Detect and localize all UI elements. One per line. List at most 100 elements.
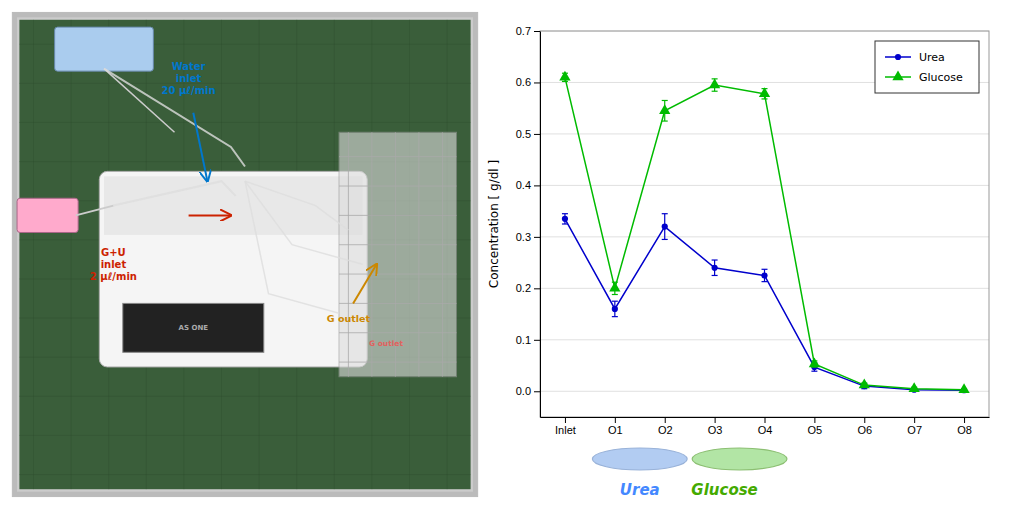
needle — [104, 69, 175, 133]
data-point — [958, 383, 969, 393]
x-tick: O5 — [808, 417, 823, 436]
x-tick: O2 — [658, 417, 673, 436]
y-tick-label: 0.5 — [516, 128, 531, 140]
error-bar-line — [712, 275, 718, 276]
x-tick-label: O6 — [857, 424, 872, 436]
marks — [559, 71, 969, 394]
legend-swatch-marker — [892, 70, 903, 80]
annotation: G outlet — [369, 338, 404, 347]
x-tick-label: O1 — [608, 424, 623, 436]
photo-frame — [12, 12, 477, 496]
y-tick-label: 0.0 — [516, 385, 531, 397]
x-tick-mark — [914, 417, 915, 423]
x-tick-label: O8 — [957, 424, 972, 436]
photo-inner-frame — [17, 17, 473, 491]
y-tick-label: 0.7 — [516, 25, 531, 37]
tubing — [104, 69, 245, 167]
x-tick: O7 — [907, 417, 922, 436]
annotation-arrow — [193, 113, 207, 181]
error-bar-line — [662, 213, 668, 214]
error-bar-line — [762, 281, 768, 282]
grid-line — [540, 133, 989, 134]
annotation-line: inlet — [101, 259, 127, 270]
error-bar-line — [762, 269, 768, 270]
annotation-line: G outlet — [369, 338, 404, 347]
error-bar — [762, 269, 768, 281]
y-tick: 0.2 — [516, 282, 540, 294]
data-point — [609, 282, 620, 292]
basket-line — [339, 156, 457, 157]
legend-label: Glucose — [919, 71, 963, 84]
annotation: G outlet — [327, 313, 371, 324]
y-tick: 0.5 — [516, 128, 540, 140]
basket-line — [348, 132, 349, 377]
error-bar-line — [562, 81, 568, 82]
data-point — [712, 265, 718, 271]
y-axis: 0.00.10.20.30.40.50.60.7 — [516, 25, 541, 417]
data-point — [859, 379, 870, 389]
tubing — [245, 181, 339, 313]
x-tick-mark — [814, 417, 815, 423]
grid — [540, 31, 989, 391]
data-point — [809, 357, 820, 367]
x-tick-label: O4 — [758, 424, 773, 436]
annotation: Glucose — [691, 481, 757, 499]
basket-line — [339, 215, 457, 216]
annotation-line: 20 μℓ/min — [162, 85, 216, 96]
basket-line — [339, 332, 457, 333]
y-tick: 0.6 — [516, 76, 540, 88]
error-bar-line — [662, 239, 668, 240]
grid-line — [540, 236, 989, 237]
y-tick-mark — [534, 31, 540, 32]
y-axis-title: Concentration [ g/dl ] — [487, 160, 501, 288]
mat-grid-line — [19, 83, 470, 84]
error-bar-line — [762, 98, 768, 99]
wire-basket — [339, 132, 457, 377]
x-tick-mark — [615, 417, 616, 423]
annotation-line: Water — [172, 61, 206, 72]
bottom-strip: UreaGlucose — [592, 448, 787, 499]
mat-grid-line — [19, 474, 470, 475]
data-point — [659, 104, 670, 114]
x-tick-mark — [964, 417, 965, 423]
data-point — [761, 272, 767, 278]
ellipse — [692, 448, 787, 470]
x-tick-mark — [565, 417, 566, 423]
ellipse — [592, 448, 687, 470]
data-point — [909, 382, 920, 392]
legend-item: Urea — [885, 51, 945, 64]
annotation-line: inlet — [176, 73, 202, 84]
error-bar-line — [612, 316, 618, 317]
x-tick: O4 — [758, 417, 773, 436]
x-tick: O1 — [608, 417, 623, 436]
basket-line — [339, 274, 457, 275]
series — [562, 214, 967, 394]
mat-grid-line — [19, 435, 470, 436]
scale-display — [123, 303, 264, 352]
y-tick-label: 0.1 — [516, 334, 531, 346]
y-tick-label: 0.2 — [516, 282, 531, 294]
annotation: G+Uinlet2 μℓ/min — [90, 247, 137, 282]
data-point — [662, 223, 668, 229]
grid-line — [540, 288, 989, 289]
x-tick-mark — [715, 417, 716, 423]
x-tick: O6 — [857, 417, 872, 436]
error-bar — [662, 214, 668, 240]
y-tick-mark — [534, 288, 540, 289]
x-tick-mark — [665, 417, 666, 423]
photo-panel: AS ONEWaterinlet20 μℓ/minG+Uinlet2 μℓ/mi… — [12, 12, 477, 496]
grid-line — [540, 391, 989, 392]
basket-line — [442, 132, 443, 377]
mat-grid-line — [371, 20, 372, 489]
x-tick: O8 — [957, 417, 972, 436]
error-bar-line — [662, 100, 668, 101]
y-axis-line — [540, 32, 541, 418]
inlet-arrow — [189, 214, 231, 216]
scale-body — [99, 171, 367, 367]
legend-item: Glucose — [885, 70, 963, 83]
annotation-line: AS ONE — [179, 324, 209, 332]
basket-line — [339, 186, 457, 187]
y-tick: 0.1 — [516, 334, 540, 346]
x-tick: Inlet — [555, 417, 576, 436]
y-tick-mark — [534, 134, 540, 135]
